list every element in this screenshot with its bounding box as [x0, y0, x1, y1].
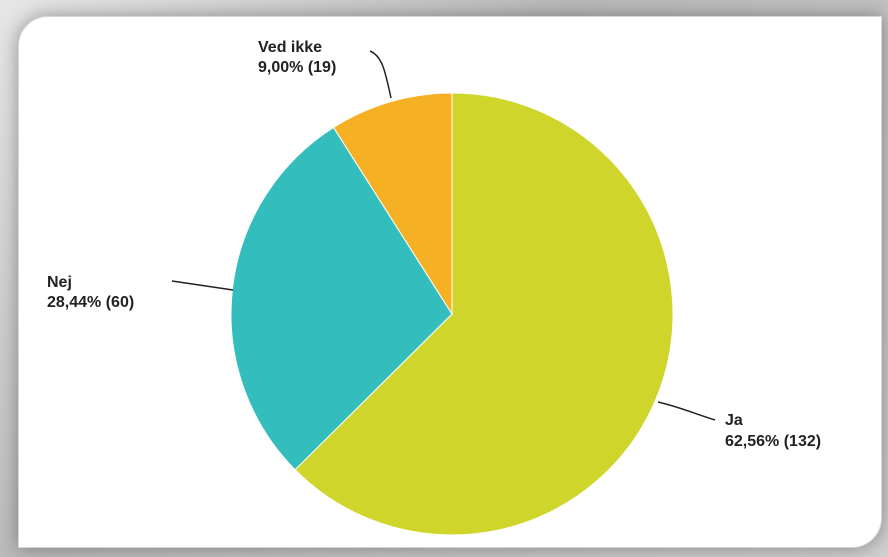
- slice-label-nej-name: Nej: [47, 274, 72, 291]
- leader-line-ja: [657, 401, 716, 421]
- label-nej: Nej 28,44% (60): [47, 274, 134, 311]
- pie-slice-ja: [294, 92, 674, 536]
- slice-label-ja-name: Ja: [725, 412, 743, 429]
- slice-label-ja-value: 62,56% (132): [725, 433, 821, 450]
- leader-line-ved-ikke: [369, 50, 392, 99]
- label-ja: Ja 62,56% (132): [725, 412, 821, 450]
- label-ved-ikke: Ved ikke 9,00% (19): [258, 39, 336, 76]
- slice-label-ved-ikke-name: Ved ikke: [258, 39, 322, 56]
- pie-slice-ved-ikke: [332, 92, 453, 316]
- slice-label-nej-value: 28,44% (60): [47, 294, 134, 311]
- slice-label-ved-ikke-value: 9,00% (19): [258, 59, 336, 76]
- leader-lines: [171, 50, 716, 421]
- leader-line-nej: [171, 280, 234, 291]
- pie-slices: [230, 92, 674, 536]
